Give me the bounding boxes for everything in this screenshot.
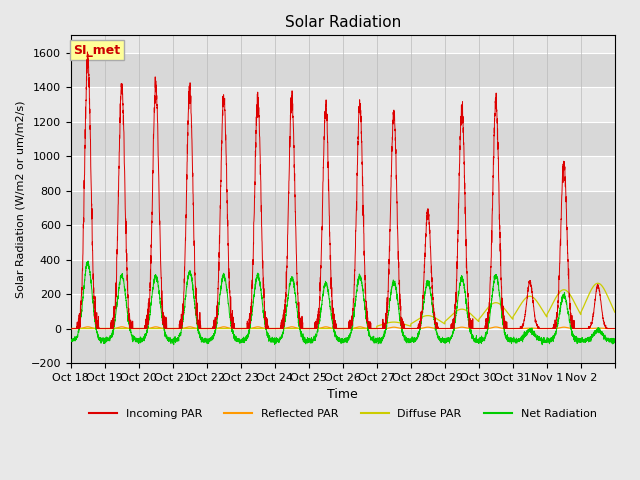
Bar: [71, 53, 615, 87]
Bar: [71, 191, 615, 225]
Bar: [71, 294, 615, 328]
Title: Solar Radiation: Solar Radiation: [285, 15, 401, 30]
Bar: [71, 328, 615, 363]
Bar: [71, 121, 615, 156]
Bar: [71, 87, 615, 121]
Legend: Incoming PAR, Reflected PAR, Diffuse PAR, Net Radiation: Incoming PAR, Reflected PAR, Diffuse PAR…: [84, 404, 601, 423]
Y-axis label: Solar Radiation (W/m2 or um/m2/s): Solar Radiation (W/m2 or um/m2/s): [15, 100, 25, 298]
X-axis label: Time: Time: [328, 388, 358, 401]
Bar: [71, 260, 615, 294]
Text: SI_met: SI_met: [74, 44, 120, 57]
Bar: [71, 156, 615, 191]
Bar: [71, 225, 615, 260]
